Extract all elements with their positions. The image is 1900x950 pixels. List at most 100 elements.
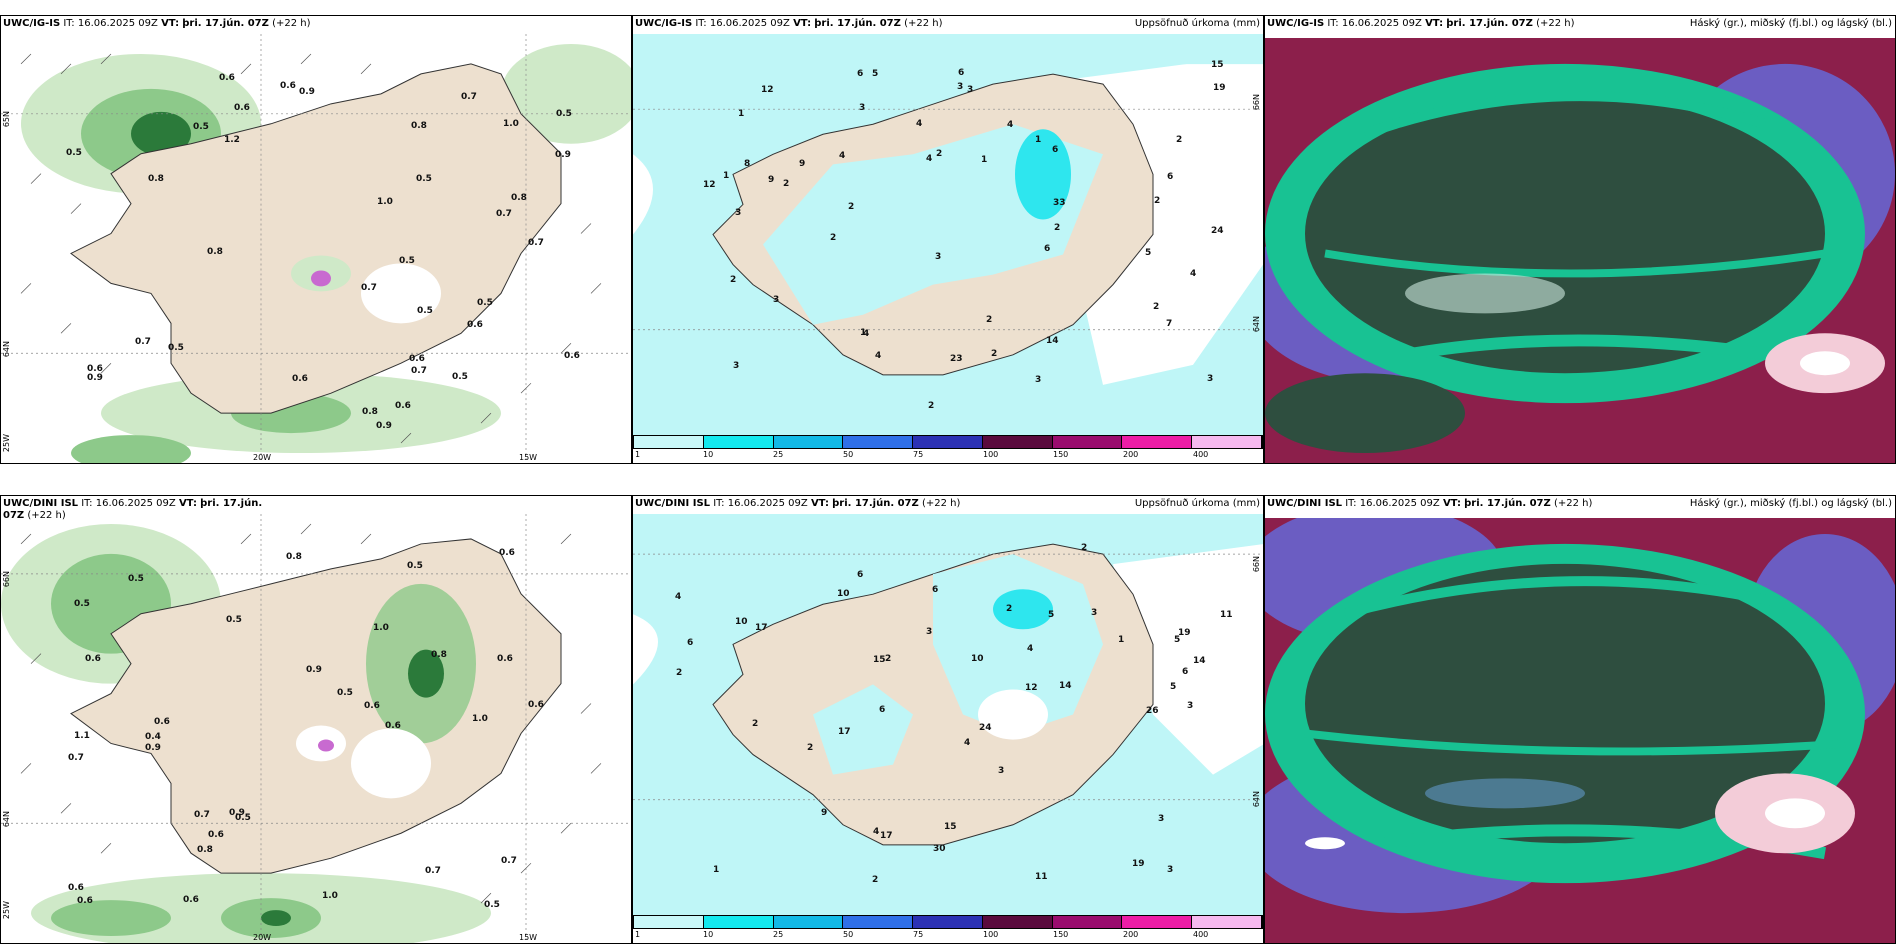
value-label: 0.5 <box>399 256 415 266</box>
value-label: 17 <box>838 727 851 737</box>
value-label: 3 <box>967 85 974 95</box>
precip-legend: 1 10 25 50 75 100 150 200 400 <box>633 915 1263 943</box>
value-label: 0.6 <box>87 364 103 374</box>
value-label: 10 <box>735 617 748 627</box>
value-label: 0.5 <box>407 561 423 571</box>
grid-label-lon: 15W <box>519 453 538 462</box>
value-label: 26 <box>1146 706 1159 716</box>
value-label: 0.9 <box>145 743 161 753</box>
value-label: 6 <box>932 585 939 595</box>
value-label: 4 <box>1190 269 1197 279</box>
legend-swatch <box>773 916 844 928</box>
value-label: 2 <box>730 275 737 285</box>
value-label: 5 <box>1170 682 1177 692</box>
legend-swatch <box>1122 436 1193 448</box>
value-label: 12 <box>703 180 716 190</box>
value-label: 6 <box>1182 667 1189 677</box>
value-label: 15 <box>1211 60 1224 70</box>
value-label: 9 <box>821 808 828 818</box>
value-label: 2 <box>807 743 814 753</box>
value-label: 19 <box>1178 628 1191 638</box>
legend-swatch <box>634 916 704 928</box>
value-label: 0.7 <box>194 810 210 820</box>
value-label: 2 <box>1154 196 1161 206</box>
value-label: 0.9 <box>555 150 571 160</box>
value-label: 0.9 <box>87 373 103 383</box>
legend-swatch <box>843 436 914 448</box>
value-label: 24 <box>979 723 992 733</box>
value-label: 5 <box>1174 635 1181 645</box>
value-label: 0.5 <box>66 148 82 158</box>
legend-swatch <box>1122 916 1193 928</box>
value-label: 4 <box>1007 120 1014 130</box>
value-label: 0.5 <box>416 174 432 184</box>
panel-subtitle: Háský (gr.), miðský (fj.bl.) og lágský (… <box>1689 18 1892 29</box>
value-label: 3 <box>1158 814 1165 824</box>
wind-precip-map <box>1 514 631 943</box>
panel-precip-dini: UWC/DINI ISL IT: 16.06.2025 09Z VT: þri.… <box>632 495 1264 944</box>
value-label: 0.6 <box>68 883 84 893</box>
value-label: 0.7 <box>496 209 512 219</box>
value-label: 0.6 <box>219 73 235 83</box>
value-label: 4 <box>916 119 923 129</box>
value-label: 0.6 <box>208 830 224 840</box>
legend-tick: 75 <box>913 930 924 939</box>
value-label: 2 <box>830 233 837 243</box>
value-label: 0.8 <box>511 193 527 203</box>
value-label: 2 <box>1006 604 1013 614</box>
value-label: 12 <box>761 85 774 95</box>
wind-precip-map <box>1 34 631 463</box>
value-label: 3 <box>1091 608 1098 618</box>
value-label: 2 <box>1081 543 1088 553</box>
grid-label-lat: 64N <box>1252 316 1261 333</box>
value-label: 3 <box>957 82 964 92</box>
legend-tick: 25 <box>773 450 784 459</box>
value-label: 2 <box>928 401 935 411</box>
value-label: 3 <box>935 252 942 262</box>
value-label: 4 <box>1027 644 1034 654</box>
panel-title: UWC/IG-IS IT: 16.06.2025 09Z VT: þri. 17… <box>3 18 311 29</box>
grid-label-lat: 65N <box>2 111 11 128</box>
value-label: 5 <box>1048 610 1055 620</box>
value-label: 0.5 <box>168 343 184 353</box>
value-label: 10 <box>971 654 984 664</box>
value-label: 1.0 <box>373 623 389 633</box>
value-label: 3 <box>1207 374 1214 384</box>
precip-legend: 1 10 25 50 75 100 150 200 400 <box>633 435 1263 463</box>
legend-tick: 10 <box>703 450 714 459</box>
value-label: 8 <box>744 159 751 169</box>
panel-subtitle: Háský (gr.), miðský (fj.bl.) og lágský (… <box>1689 498 1892 509</box>
value-label: 3 <box>998 766 1005 776</box>
value-label: 4 <box>863 329 870 339</box>
legend-ticks: 1 10 25 50 75 100 150 200 400 <box>633 930 1263 942</box>
panel-precip-igis: UWC/IG-IS IT: 16.06.2025 09Z VT: þri. 17… <box>632 15 1264 464</box>
value-label: 4 <box>839 151 846 161</box>
legend-swatch <box>913 436 983 448</box>
legend-ticks: 1 10 25 50 75 100 150 200 400 <box>633 450 1263 462</box>
value-label: 4 <box>964 738 971 748</box>
legend-tick: 10 <box>703 930 714 939</box>
value-label: 0.5 <box>484 900 500 910</box>
legend-swatch <box>1192 916 1263 928</box>
panel-wind-igis: UWC/IG-IS IT: 16.06.2025 09Z VT: þri. 17… <box>0 15 632 464</box>
value-label: 24 <box>1211 226 1224 236</box>
value-label: 4 <box>675 592 682 602</box>
value-label: 0.5 <box>128 574 144 584</box>
value-label: 5 <box>1145 248 1152 258</box>
legend-tick: 400 <box>1193 450 1209 459</box>
legend-tick: 200 <box>1123 930 1139 939</box>
legend-tick: 50 <box>843 450 854 459</box>
value-label: 14 <box>1059 681 1072 691</box>
value-label: 14 <box>1046 336 1059 346</box>
value-label: 6 <box>857 69 864 79</box>
legend-tick: 400 <box>1193 930 1209 939</box>
value-label: 30 <box>933 844 946 854</box>
value-label: 7 <box>1166 319 1173 329</box>
panel-title: UWC/DINI ISL IT: 16.06.2025 09Z VT: þri.… <box>1265 496 1895 518</box>
value-label: 0.6 <box>234 103 250 113</box>
value-label: 1.0 <box>377 197 393 207</box>
value-label: 15 <box>873 655 886 665</box>
value-label: 1.0 <box>322 891 338 901</box>
value-label: 3 <box>733 361 740 371</box>
panel-title: UWC/IG-IS IT: 16.06.2025 09Z VT: þri. 17… <box>1265 16 1895 38</box>
